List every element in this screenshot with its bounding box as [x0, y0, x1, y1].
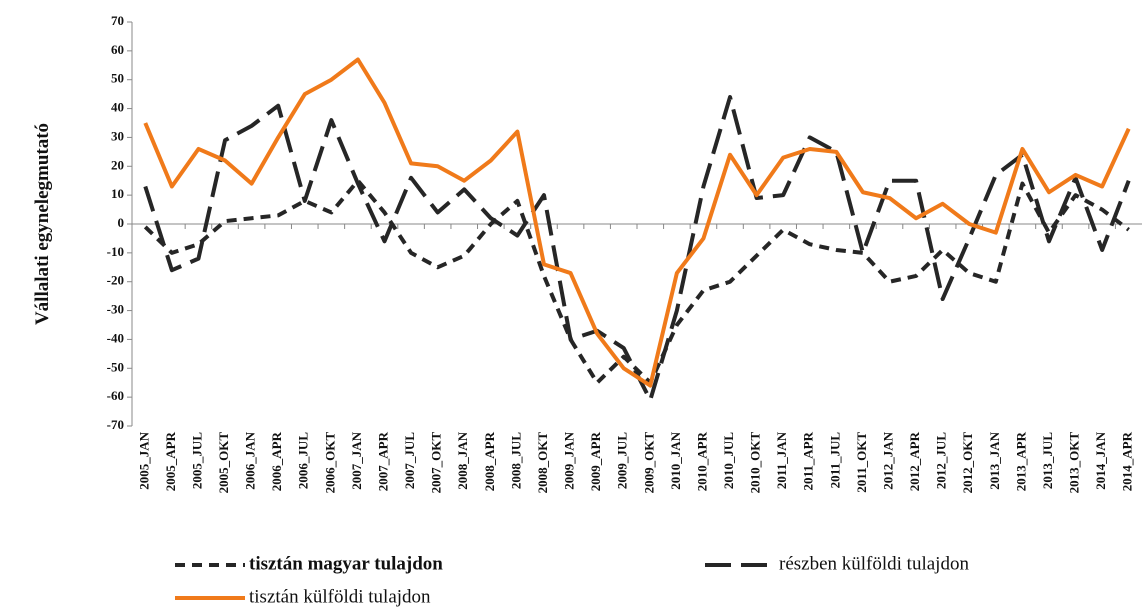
y-tick-label: 50: [111, 71, 124, 86]
y-tick-label: 70: [111, 13, 124, 28]
x-tick-label: 2010_APR: [694, 431, 709, 491]
y-tick-label: 30: [111, 128, 124, 143]
x-tick-label: 2011_APR: [801, 431, 816, 490]
legend-label: részben külföldi tulajdon: [779, 553, 969, 574]
x-tick-label: 2014_JAN: [1093, 431, 1108, 489]
x-tick-label: 2012_JUL: [934, 432, 949, 489]
y-axis-label: Vállalati egynelegmutató: [32, 123, 53, 325]
y-tick-label: 10: [111, 186, 124, 201]
x-tick-label: 2013_OKT: [1067, 432, 1082, 494]
y-tick-label: -30: [107, 302, 124, 317]
x-tick-label: 2007_APR: [375, 431, 390, 491]
x-tick-label: 2007_JUL: [402, 432, 417, 489]
x-tick-label: 2011_JAN: [774, 431, 789, 489]
x-tick-label: 2013_JAN: [987, 431, 1002, 489]
x-tick-label: 2013_APR: [1013, 431, 1028, 491]
x-tick-label: 2008_JAN: [455, 431, 470, 489]
x-tick-label: 2008_APR: [482, 431, 497, 491]
y-tick-label: 60: [111, 42, 124, 57]
y-tick-label: -10: [107, 244, 124, 259]
legend-label: tisztán magyar tulajdon: [249, 553, 443, 574]
x-tick-label: 2006_JAN: [243, 431, 258, 489]
x-tick-label: 2010_JAN: [668, 431, 683, 489]
x-tick-label: 2011_JUL: [827, 432, 842, 489]
x-tick-label: 2009_JUL: [615, 432, 630, 489]
y-tick-label: 40: [111, 100, 124, 115]
y-tick-label: -20: [107, 273, 124, 288]
y-tick-label: -60: [107, 388, 124, 403]
x-tick-label: 2014_APR: [1120, 431, 1135, 491]
x-tick-label: 2013_JUL: [1040, 432, 1055, 489]
x-tick-label: 2010_JUL: [721, 432, 736, 489]
y-tick-label: 0: [118, 215, 125, 230]
legend-label: tisztán külföldi tulajdon: [249, 586, 431, 607]
x-tick-label: 2012_APR: [907, 431, 922, 491]
x-tick-label: 2005_JAN: [136, 431, 151, 489]
x-tick-label: 2009_OKT: [641, 432, 656, 494]
x-tick-label: 2006_APR: [269, 431, 284, 491]
x-tick-label: 2008_OKT: [535, 432, 550, 494]
x-tick-label: 2007_OKT: [429, 432, 444, 494]
y-tick-label: -70: [107, 417, 124, 432]
x-tick-label: 2012_JAN: [880, 431, 895, 489]
x-tick-label: 2010_OKT: [748, 432, 763, 494]
series-line: [143, 95, 1131, 403]
x-tick-label: 2008_JUL: [508, 432, 523, 489]
x-tick-label: 2005_APR: [163, 431, 178, 491]
x-tick-label: 2006_OKT: [322, 432, 337, 494]
y-tick-label: -50: [107, 359, 124, 374]
x-tick-label: 2009_JAN: [562, 431, 577, 489]
series-line: [143, 57, 1131, 388]
x-tick-label: 2007_JAN: [349, 431, 364, 489]
x-tick-label: 2005_OKT: [216, 432, 231, 494]
x-tick-label: 2005_JUL: [189, 432, 204, 489]
x-tick-label: 2006_JUL: [296, 432, 311, 489]
x-tick-label: 2009_APR: [588, 431, 603, 491]
x-tick-label: 2011_OKT: [854, 432, 869, 493]
x-tick-label: 2012_OKT: [960, 432, 975, 494]
y-tick-label: 20: [111, 157, 124, 172]
y-tick-label: -40: [107, 330, 124, 345]
